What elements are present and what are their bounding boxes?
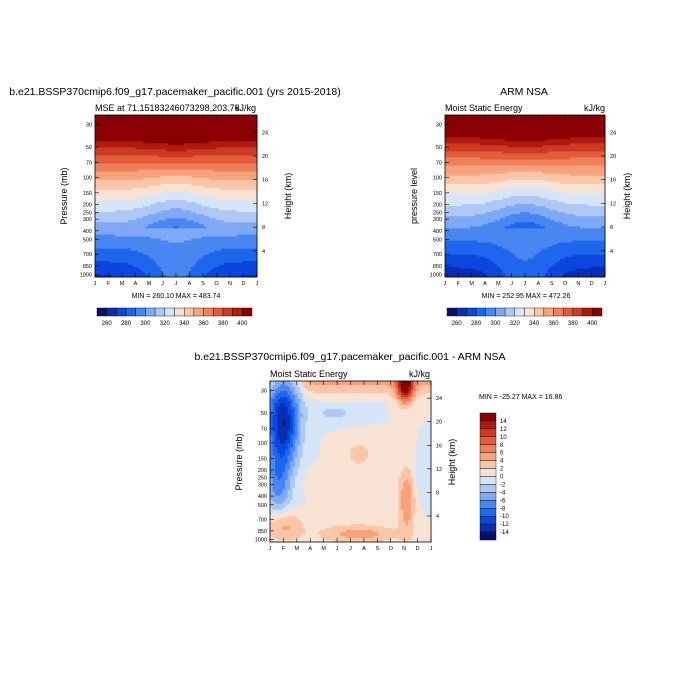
- figure: b.e21.BSSP370cmip6.f09_g17.pacemaker_pac…: [0, 0, 700, 700]
- panel1-title: b.e21.BSSP370cmip6.f09_g17.pacemaker_pac…: [9, 86, 341, 98]
- panel1-left-label: MSE at 71.15183246073298,203.76: [95, 103, 240, 113]
- panel-model-mse: b.e21.BSSP370cmip6.f09_g17.pacemaker_pac…: [9, 86, 341, 327]
- panel1-units: kJ/kg: [235, 103, 256, 113]
- panel1-contour-field: [95, 115, 257, 277]
